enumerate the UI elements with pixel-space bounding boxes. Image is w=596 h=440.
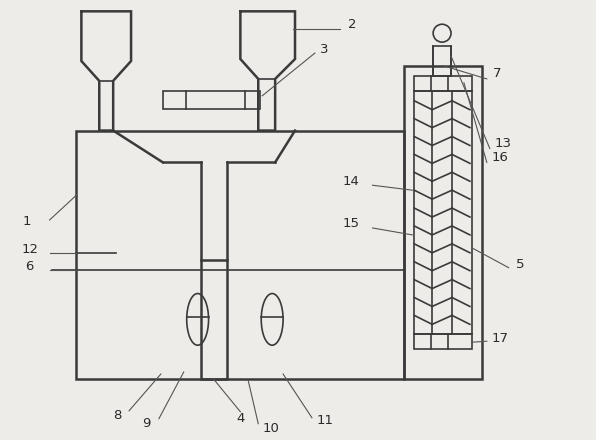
Text: 16: 16 — [492, 151, 508, 164]
Text: 2: 2 — [347, 18, 356, 31]
Text: 15: 15 — [343, 217, 359, 231]
Bar — [201, 260, 228, 379]
Text: 4: 4 — [236, 412, 244, 425]
Text: 12: 12 — [21, 243, 38, 257]
Text: 9: 9 — [142, 417, 151, 430]
Text: 13: 13 — [495, 137, 512, 150]
Bar — [414, 76, 472, 91]
Text: 6: 6 — [26, 260, 34, 273]
Text: 3: 3 — [320, 43, 328, 55]
Text: 10: 10 — [262, 422, 279, 435]
Bar — [404, 66, 482, 379]
Text: 7: 7 — [493, 67, 501, 81]
Bar — [433, 46, 451, 76]
Bar — [414, 91, 472, 334]
Bar — [76, 131, 404, 379]
Text: 1: 1 — [23, 216, 31, 228]
Bar — [414, 334, 472, 349]
Bar — [163, 91, 260, 109]
Text: 8: 8 — [113, 409, 121, 422]
Text: 17: 17 — [492, 332, 509, 345]
Text: 11: 11 — [317, 414, 334, 427]
Text: 14: 14 — [343, 175, 359, 188]
Text: 5: 5 — [516, 258, 524, 271]
